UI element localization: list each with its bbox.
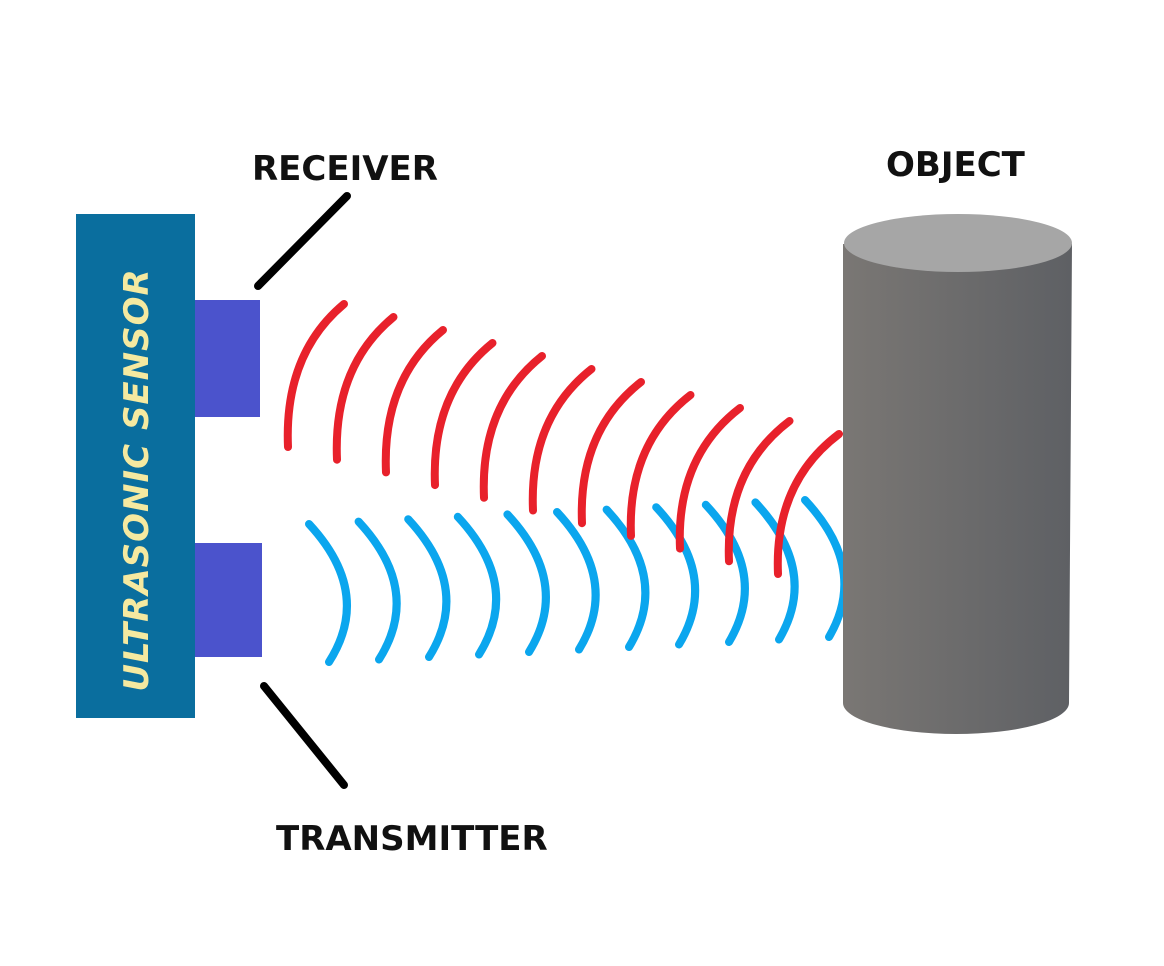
transmitted-wave-arc: [801, 496, 849, 641]
received-wave-arc: [724, 417, 794, 566]
transmitted-wave-arc: [553, 508, 600, 654]
received-wave-arc: [675, 404, 744, 553]
transmitter-module: [195, 543, 262, 657]
transmitted-wave-arc: [503, 510, 550, 656]
transmitted-wave-arc: [652, 503, 700, 649]
received-wave-arc: [773, 430, 843, 578]
transmitted-wave-arc: [453, 512, 501, 659]
transmitted-wave-arc: [751, 498, 799, 644]
receiver-module: [195, 300, 260, 417]
transmitted-wave-arc: [701, 500, 749, 646]
transmitted-wave-arc: [404, 515, 451, 661]
transmitted-wave-arc: [305, 520, 351, 666]
transmitter-label: TRANSMITTER: [276, 819, 548, 859]
received-wave-arc: [332, 313, 398, 464]
sensor-label: ULTRASONIC SENSOR: [117, 268, 157, 691]
received-wave-arc: [528, 365, 596, 515]
receiver-label: RECEIVER: [252, 149, 438, 189]
received-wave-arc: [430, 339, 497, 490]
transmitted-wave-arc: [602, 505, 650, 651]
receiver-leader-line: [254, 192, 351, 290]
object-cylinder-top: [844, 214, 1072, 272]
received-wave-arc: [479, 352, 546, 502]
transmitted-waves: [305, 496, 849, 666]
received-wave-arc: [283, 300, 348, 451]
object-cylinder-side: [843, 244, 1072, 734]
received-wave-arc: [626, 391, 695, 540]
object-label: OBJECT: [886, 145, 1026, 185]
object-cylinder: [843, 214, 1072, 734]
received-waves: [283, 300, 843, 578]
transmitted-wave-arc: [354, 517, 401, 664]
sensor-body: [76, 214, 195, 718]
received-wave-arc: [577, 378, 645, 528]
received-wave-arc: [381, 326, 447, 477]
transmitter-leader-line: [260, 682, 348, 789]
